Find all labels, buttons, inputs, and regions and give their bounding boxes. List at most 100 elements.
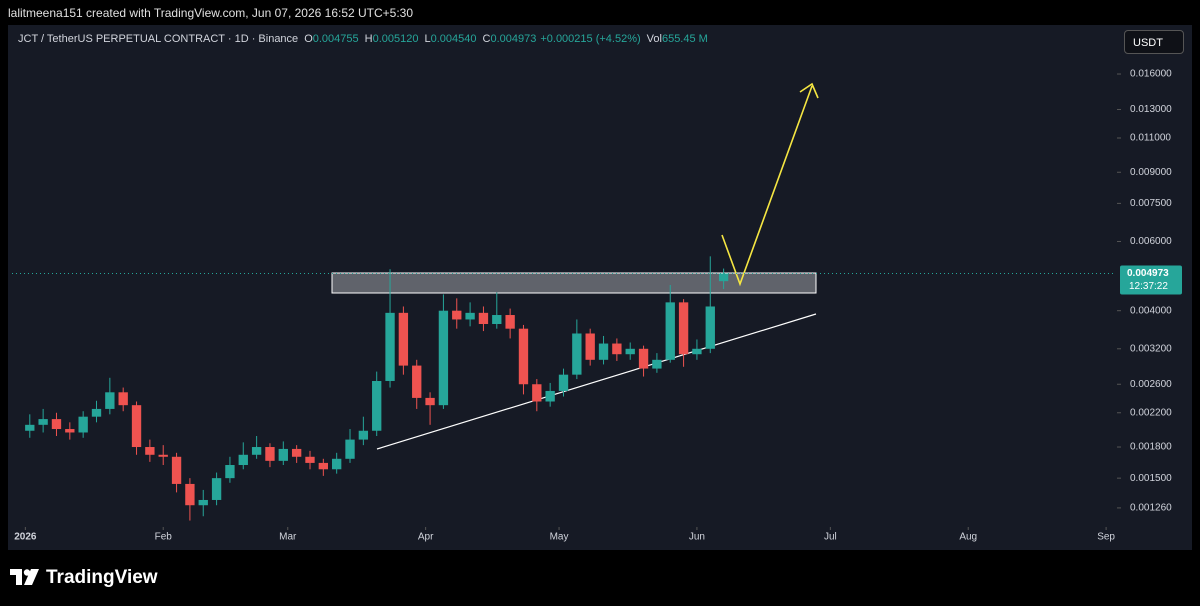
stat-value: 655.45 M [661, 33, 708, 45]
candle-body [638, 348, 649, 369]
y-tick-label: 0.001800 [1130, 442, 1172, 453]
candle-body [278, 448, 288, 461]
y-tick-label: 0.001500 [1130, 473, 1172, 484]
candle-body [265, 447, 275, 461]
last-price-box [1120, 265, 1182, 295]
x-tick-label: Aug [959, 532, 977, 543]
y-tick-label: 0.009000 [1130, 167, 1172, 178]
candle-body [25, 424, 35, 431]
x-tick-label: Jul [824, 532, 837, 543]
stat-value: 0.004755 [312, 33, 359, 45]
x-tick-label: 2026 [14, 532, 37, 543]
chart-panel [8, 25, 1192, 550]
y-tick-label: 0.013000 [1130, 104, 1172, 115]
candle-body [478, 312, 489, 325]
candle-body [91, 408, 102, 417]
stat-value: 0.004540 [430, 33, 477, 45]
candle-body [185, 483, 195, 506]
candle-body [425, 397, 435, 406]
candle-body [438, 310, 449, 406]
candle-body [318, 462, 329, 470]
stat-key: L [424, 33, 431, 45]
stat-value: 0.004973 [490, 33, 537, 45]
legend: JCT / TetherUS PERPETUAL CONTRACT · 1D ·… [18, 33, 708, 45]
y-tick-label: 0.011000 [1130, 133, 1171, 144]
countdown-label: 12:37:22 [1129, 281, 1168, 292]
candle-body [238, 454, 248, 466]
candle-body [358, 430, 369, 440]
candle-body [385, 312, 395, 381]
stat-key: Vol [646, 33, 662, 45]
candle-body [38, 419, 48, 425]
stat-value: 0.005120 [372, 33, 419, 45]
candle-body [291, 448, 302, 457]
candle-body [612, 343, 622, 355]
y-tick-label: 0.006000 [1130, 236, 1172, 247]
candle-body [158, 454, 168, 457]
candle-body [692, 348, 702, 355]
candle-body [332, 458, 342, 470]
candle-body [572, 333, 582, 375]
credit: lalitmeena151 created with TradingView.c… [8, 6, 414, 20]
candle-body [492, 315, 502, 325]
candle-body [398, 312, 409, 366]
y-tick-label: 0.002600 [1130, 379, 1172, 390]
candle-body [505, 315, 515, 329]
last-price-label: 0.004973 [1127, 268, 1169, 279]
candle-body [372, 380, 382, 431]
candle-body [705, 306, 715, 349]
candle-body [105, 392, 115, 409]
x-tick-label: Apr [418, 532, 434, 543]
x-tick-label: Sep [1097, 532, 1115, 543]
y-tick-label: 0.007500 [1130, 198, 1172, 209]
candle-body [558, 374, 569, 391]
candle-body [652, 359, 662, 369]
brand-name: TradingView [46, 567, 158, 588]
candle-body [598, 343, 609, 360]
candle-body [412, 365, 422, 398]
candle-body [465, 312, 475, 320]
candle-body [78, 416, 88, 433]
x-tick-label: May [550, 532, 569, 543]
brand-logo [10, 569, 39, 585]
x-tick-label: Jun [689, 532, 705, 543]
x-tick-label: Mar [279, 532, 297, 543]
y-tick-label: 0.004000 [1130, 305, 1172, 316]
projection-arrow [721, 85, 813, 287]
candle-body [65, 429, 75, 433]
resistance-zone [331, 272, 817, 294]
candle-body [305, 456, 315, 463]
stat-key: C [482, 33, 491, 45]
candle-body [665, 302, 675, 360]
candle-body [585, 333, 595, 360]
y-tick-label: 0.016000 [1130, 69, 1172, 80]
candle-body [625, 348, 635, 355]
candle-body [211, 478, 222, 500]
symbol-title: JCT / TetherUS PERPETUAL CONTRACT · 1D ·… [18, 33, 299, 45]
stat-key: O [304, 33, 313, 45]
y-tick-label: 0.003200 [1130, 343, 1172, 354]
candle-body [532, 384, 542, 402]
trend-line [376, 313, 817, 450]
candle-body [225, 465, 235, 479]
candle-body [251, 447, 262, 455]
x-tick-label: Feb [155, 532, 173, 543]
candle-body [118, 392, 128, 406]
candle-body [345, 439, 355, 459]
candle-body [51, 419, 62, 430]
candle-body [678, 302, 689, 355]
arrow-head [799, 82, 819, 99]
candle-body [198, 499, 208, 506]
currency-button[interactable]: USDT [1124, 30, 1184, 54]
candle-body [131, 405, 142, 448]
stat-value: +0.000215 (+4.52%) [540, 33, 641, 45]
y-tick-label: 0.002200 [1130, 407, 1172, 418]
candle-body [145, 447, 155, 455]
candle-body [718, 273, 729, 282]
candle-body [452, 310, 462, 320]
candle-body [171, 456, 182, 484]
candle-body [518, 328, 529, 385]
y-tick-label: 0.001260 [1130, 503, 1172, 514]
stat-key: H [364, 33, 373, 45]
